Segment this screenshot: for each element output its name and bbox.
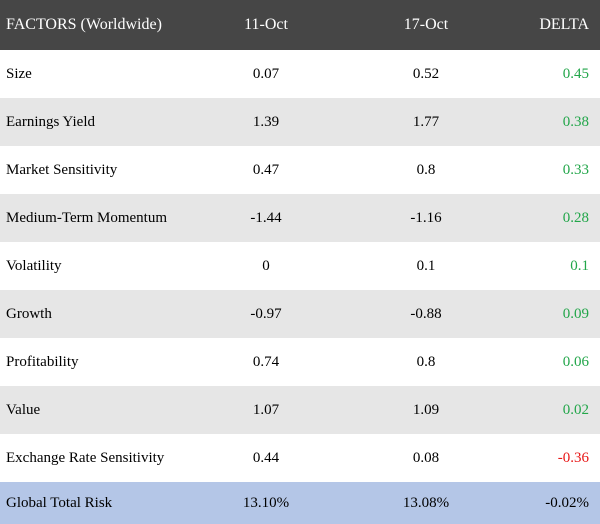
table-row: Volatility 0 0.1 0.1 [0,242,600,290]
factor-name: Market Sensitivity [0,146,196,194]
value-date-2: 0.8 [336,146,516,194]
table-footer: Global Total Risk 13.10% 13.08% -0.02% [0,482,600,524]
value-date-2: -1.16 [336,194,516,242]
value-date-2: 0.1 [336,242,516,290]
table-body: Size 0.07 0.52 0.45 Earnings Yield 1.39 … [0,50,600,482]
factor-name: Volatility [0,242,196,290]
total-label: Global Total Risk [0,482,196,524]
total-delta: -0.02% [516,482,600,524]
delta-value: -0.36 [516,434,600,482]
factor-name: Profitability [0,338,196,386]
header-row: FACTORS (Worldwide) 11-Oct 17-Oct DELTA [0,0,600,50]
total-date-2: 13.08% [336,482,516,524]
value-date-2: 0.52 [336,50,516,98]
factor-name: Earnings Yield [0,98,196,146]
value-date-1: 1.39 [196,98,336,146]
factor-name: Growth [0,290,196,338]
value-date-1: 0 [196,242,336,290]
factor-name: Size [0,50,196,98]
delta-value: 0.09 [516,290,600,338]
delta-value: 0.06 [516,338,600,386]
value-date-1: 0.47 [196,146,336,194]
value-date-2: 0.08 [336,434,516,482]
table-row: Size 0.07 0.52 0.45 [0,50,600,98]
value-date-1: 1.07 [196,386,336,434]
total-row: Global Total Risk 13.10% 13.08% -0.02% [0,482,600,524]
value-date-1: -0.97 [196,290,336,338]
delta-value: 0.1 [516,242,600,290]
delta-value: 0.45 [516,50,600,98]
delta-value: 0.28 [516,194,600,242]
table-row: Growth -0.97 -0.88 0.09 [0,290,600,338]
header-delta: DELTA [516,0,600,50]
value-date-1: 0.44 [196,434,336,482]
header-factors: FACTORS (Worldwide) [0,0,196,50]
value-date-2: 1.77 [336,98,516,146]
table-row: Exchange Rate Sensitivity 0.44 0.08 -0.3… [0,434,600,482]
table-row: Earnings Yield 1.39 1.77 0.38 [0,98,600,146]
value-date-2: 0.8 [336,338,516,386]
header-date-2: 17-Oct [336,0,516,50]
table-header: FACTORS (Worldwide) 11-Oct 17-Oct DELTA [0,0,600,50]
table-row: Medium-Term Momentum -1.44 -1.16 0.28 [0,194,600,242]
value-date-2: 1.09 [336,386,516,434]
delta-value: 0.02 [516,386,600,434]
factor-name: Value [0,386,196,434]
factor-name: Medium-Term Momentum [0,194,196,242]
delta-value: 0.33 [516,146,600,194]
value-date-1: 0.07 [196,50,336,98]
table-row: Profitability 0.74 0.8 0.06 [0,338,600,386]
total-date-1: 13.10% [196,482,336,524]
value-date-2: -0.88 [336,290,516,338]
table-row: Value 1.07 1.09 0.02 [0,386,600,434]
factor-name: Exchange Rate Sensitivity [0,434,196,482]
table-row: Market Sensitivity 0.47 0.8 0.33 [0,146,600,194]
value-date-1: -1.44 [196,194,336,242]
value-date-1: 0.74 [196,338,336,386]
header-date-1: 11-Oct [196,0,336,50]
delta-value: 0.38 [516,98,600,146]
